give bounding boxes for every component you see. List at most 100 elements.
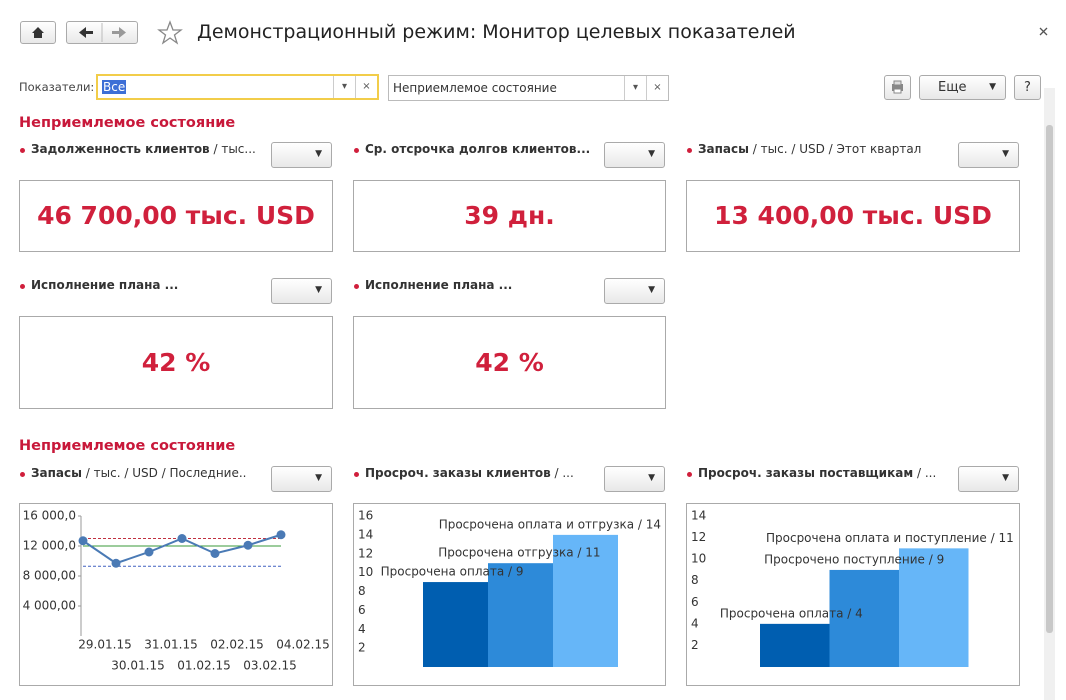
window-title: Демонстрационный режим: Монитор целевых … <box>197 21 796 43</box>
chart: 4 000,00 8 000,00 12 000,0 16 000,0 29.01.15… <box>23 509 330 673</box>
widget-header: Просроч. заказы поставщикам / ... <box>698 466 952 480</box>
print-icon <box>892 80 903 94</box>
widget-header: Ср. отсрочка долгов клиентов... <box>365 142 598 156</box>
help-button[interactable]: ? <box>1014 75 1041 100</box>
period-dropdown[interactable]: ▼ <box>604 278 665 304</box>
widget-header: Запасы / тыс. / USD / Этот квартал <box>698 142 952 156</box>
widget-header: Запасы / тыс. / USD / Последние.. <box>31 466 265 480</box>
nav-buttons[interactable] <box>66 21 138 44</box>
period-dropdown[interactable]: ▼ <box>958 466 1019 492</box>
section-title: Неприемлемое состояние <box>19 115 236 131</box>
dropdown-arrow: ▼ <box>1002 473 1009 483</box>
dropdown-arrow: ▼ <box>315 285 322 295</box>
bar-label: Просрочена оплата и отгрузка / 14 <box>439 517 661 531</box>
more-button[interactable]: Еще ▼ <box>919 75 1006 100</box>
x-tick-label: 31.01.15 <box>144 638 197 652</box>
data-point <box>144 547 154 557</box>
period-dropdown[interactable]: ▼ <box>604 142 665 168</box>
state-field[interactable]: Неприемлемое состояние ▾ × <box>388 75 669 101</box>
dropdown-arrow: ▼ <box>315 473 322 483</box>
widget-value: 39 дн. <box>464 201 555 230</box>
widget-detail: / тыс. / USD / Последние.. <box>81 466 247 480</box>
widget-box: 4 000,00 8 000,00 12 000,0 16 000,0 29.01.15… <box>19 503 333 686</box>
bar-label: Просрочена отгрузка / 11 <box>438 546 600 560</box>
widget-detail: / тыс... <box>209 142 256 156</box>
y-tick-label: 10 <box>691 552 706 566</box>
widget-box: 2 4 6 8 10 12 14 16 Просрочена оплата / 9 Просроч… <box>353 503 666 686</box>
y-tick-label: 12 <box>358 546 373 560</box>
bar-label: Просрочена оплата и поступление / 11 <box>766 531 1014 545</box>
period-dropdown[interactable]: ▼ <box>271 466 332 492</box>
section-title: Неприемлемое состояние <box>19 438 236 454</box>
indicator-bullet <box>354 284 359 289</box>
data-point <box>276 530 286 540</box>
indicator-bullet <box>354 148 359 153</box>
period-dropdown[interactable]: ▼ <box>271 278 332 304</box>
widget-name: Ср. отсрочка долгов клиентов... <box>365 142 591 156</box>
indicator-bullet <box>687 472 692 477</box>
dropdown-arrow[interactable]: ▾ <box>624 76 646 100</box>
bar <box>553 534 618 667</box>
clear-button[interactable]: × <box>355 76 377 98</box>
clear-button[interactable]: × <box>646 76 668 100</box>
period-dropdown[interactable]: ▼ <box>958 142 1019 168</box>
indicators-value: Все <box>102 80 127 94</box>
dropdown-arrow: ▼ <box>648 285 655 295</box>
y-tick-label: 8 <box>358 584 366 598</box>
bar-label: Просрочена оплата / 9 <box>381 565 524 579</box>
y-tick-label: 12 <box>691 530 706 544</box>
scrollbar[interactable] <box>1044 88 1055 700</box>
widget-detail: / ... <box>550 466 574 480</box>
widget-header: Просроч. заказы клиентов / ... <box>365 466 598 480</box>
home-icon <box>32 27 44 38</box>
nav-icons <box>79 23 126 42</box>
widget-name: Задолженность клиентов <box>31 142 210 156</box>
y-tick-label: 8 000,00 <box>23 569 76 583</box>
close-button[interactable] <box>1038 26 1050 38</box>
dashboard: Неприемлемое состояние Задолженность клие… <box>19 115 1020 686</box>
widget-name: Запасы <box>31 466 82 480</box>
widget-value: 46 700,00 тыс. USD <box>37 201 315 230</box>
dropdown-arrow: ▼ <box>1002 149 1009 159</box>
widget-name: Запасы <box>698 142 749 156</box>
period-dropdown[interactable]: ▼ <box>271 142 332 168</box>
indicators-field[interactable]: Все ▾ × <box>96 74 379 100</box>
dropdown-arrow[interactable]: ▾ <box>333 76 355 98</box>
home-button[interactable] <box>20 21 56 44</box>
widget-box: 42 % <box>19 316 333 409</box>
y-tick-label: 12 000,0 <box>23 539 76 553</box>
widget-name: Просроч. заказы клиентов <box>365 466 551 480</box>
y-tick-label: 10 <box>358 565 373 579</box>
y-tick-label: 14 <box>691 509 706 523</box>
widget-box: 13 400,00 тыс. USD <box>686 180 1020 252</box>
state-value: Неприемлемое состояние <box>393 81 557 95</box>
x-tick-label: 03.02.15 <box>243 659 296 673</box>
widget-name: Исполнение плана ... <box>365 278 513 292</box>
data-point <box>243 540 253 550</box>
bar <box>760 623 830 667</box>
dropdown-arrow: ▼ <box>315 149 322 159</box>
y-tick-label: 16 <box>358 509 373 523</box>
dropdown-arrow: ▼ <box>648 473 655 483</box>
indicator-bullet <box>354 472 359 477</box>
widget-box: 46 700,00 тыс. USD <box>19 180 333 252</box>
widget-box: 39 дн. <box>353 180 666 252</box>
x-tick-label: 01.02.15 <box>177 659 230 673</box>
indicator-bullet <box>20 284 25 289</box>
x-tick-label: 02.02.15 <box>210 638 263 652</box>
x-tick-label: 04.02.15 <box>276 638 329 652</box>
bar-label: Просрочена оплата / 4 <box>720 606 863 620</box>
print-button[interactable] <box>884 75 911 100</box>
bar <box>899 548 969 667</box>
widget-box: 42 % <box>353 316 666 409</box>
bar <box>488 563 553 667</box>
widget-name: Просроч. заказы поставщикам <box>698 466 914 480</box>
widget-header: Исполнение плана ... <box>31 278 265 292</box>
favorite-star[interactable] <box>157 20 183 46</box>
y-tick-label: 4 000,00 <box>23 599 76 613</box>
data-point <box>210 549 220 558</box>
y-tick-label: 14 <box>358 527 373 541</box>
scroll-thumb[interactable] <box>1046 125 1053 633</box>
period-dropdown[interactable]: ▼ <box>604 466 665 492</box>
